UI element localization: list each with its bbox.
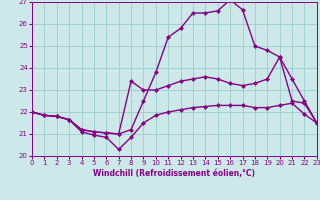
- X-axis label: Windchill (Refroidissement éolien,°C): Windchill (Refroidissement éolien,°C): [93, 169, 255, 178]
